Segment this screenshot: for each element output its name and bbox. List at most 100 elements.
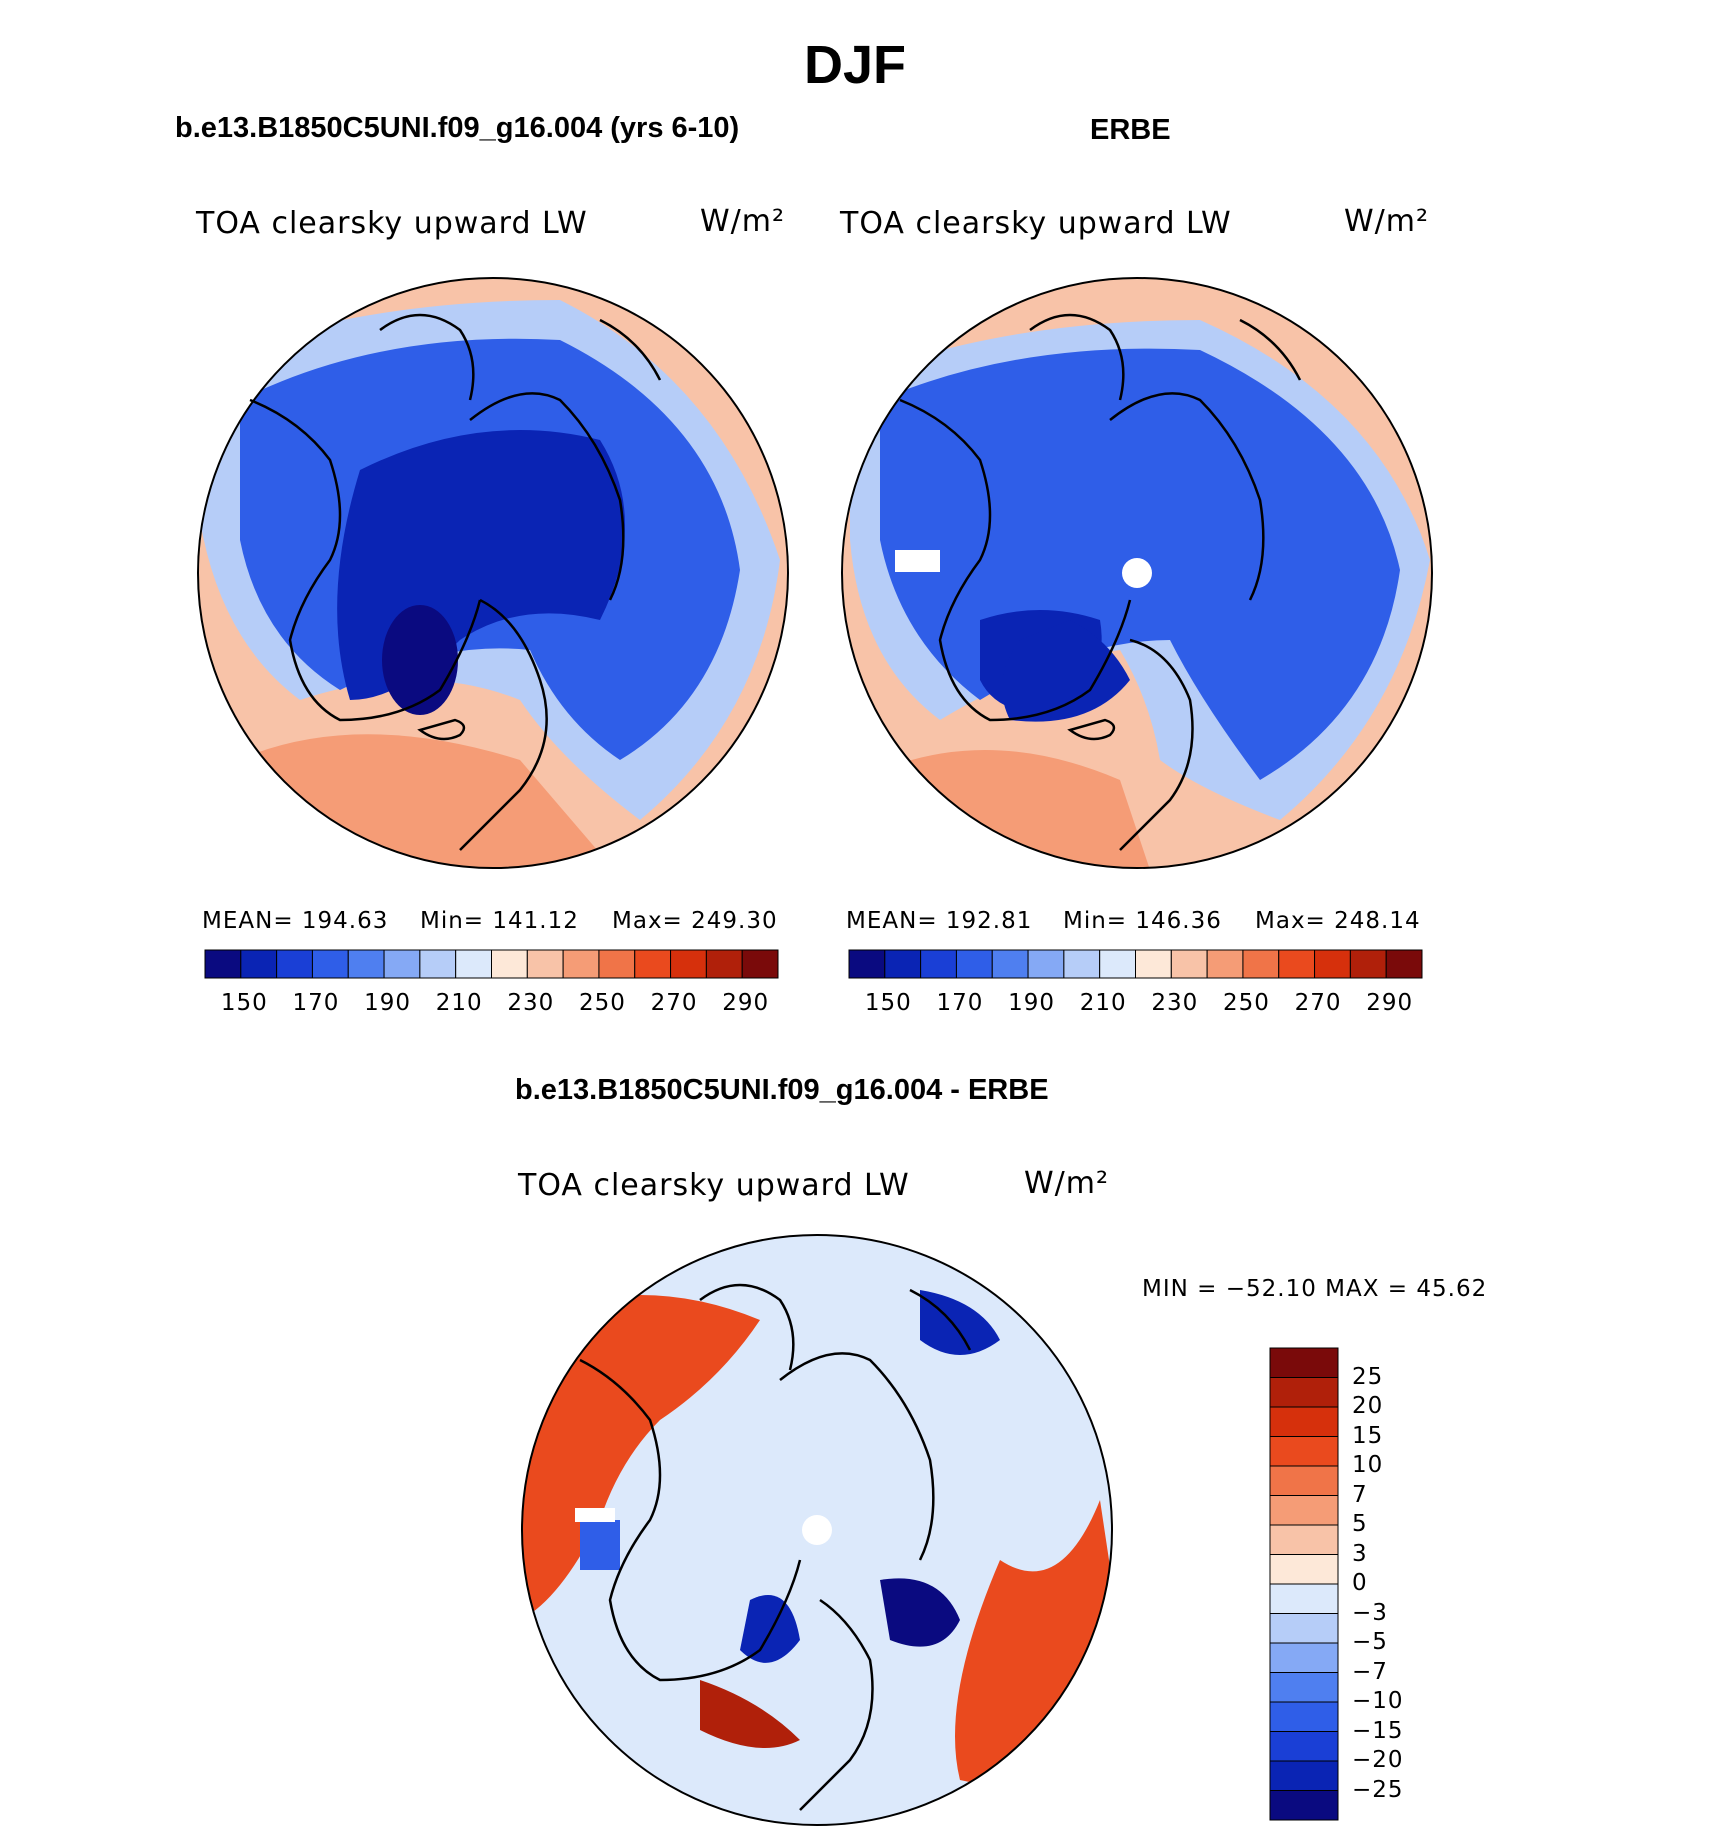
- colorbar2-swatch: [848, 949, 886, 979]
- colorbar2-tick-label: 230: [1151, 990, 1199, 1016]
- colorbar3-swatch: [1269, 1524, 1339, 1555]
- colorbar3-tick-label: 10: [1352, 1452, 1384, 1478]
- colorbar1-swatch: [240, 949, 278, 979]
- colorbar2-tick-label: 170: [936, 990, 984, 1016]
- panel2-mean: MEAN= 192.81: [846, 908, 1033, 934]
- colorbar1: [204, 949, 779, 979]
- panel1-variable: TOA clearsky upward LW: [196, 206, 588, 241]
- colorbar3-swatch: [1269, 1495, 1339, 1526]
- colorbar2-swatch: [1385, 949, 1423, 979]
- colorbar2-swatch: [1135, 949, 1172, 979]
- panel1-max: Max= 249.30: [612, 908, 778, 934]
- colorbar3-swatch: [1269, 1554, 1339, 1585]
- colorbar3-swatch: [1269, 1436, 1339, 1467]
- panel2-greenland-region: [1002, 620, 1130, 722]
- colorbar2-swatch: [920, 949, 957, 979]
- colorbar1-tick-label: 210: [435, 990, 483, 1016]
- colorbar3-tick-label: −25: [1352, 1776, 1404, 1803]
- colorbar2-swatch: [1099, 949, 1136, 979]
- colorbar1-swatch: [419, 949, 457, 979]
- panel1-units: W/m²: [700, 204, 786, 239]
- colorbar2-swatch: [1278, 949, 1316, 979]
- colorbar3-tick-label: −10: [1352, 1688, 1404, 1714]
- colorbar3-tick-label: 15: [1352, 1422, 1384, 1449]
- colorbar3-swatch: [1269, 1701, 1339, 1732]
- colorbar3-tick-label: 20: [1352, 1393, 1384, 1419]
- colorbar3-swatch: [1269, 1583, 1339, 1614]
- colorbar2-tick-label: 270: [1294, 990, 1342, 1016]
- colorbar1-tick-label: 290: [722, 990, 770, 1016]
- difference-pole-hole: [802, 1515, 832, 1545]
- colorbar2-swatch: [1314, 949, 1351, 979]
- figure-title: DJF: [803, 35, 906, 95]
- panel2-header: ERBE: [1090, 114, 1171, 146]
- panel2-units: W/m²: [1344, 204, 1430, 239]
- colorbar3-tick-label: 7: [1352, 1481, 1368, 1508]
- colorbar3-tick-label: −20: [1352, 1747, 1404, 1773]
- panel2-min: Min= 146.36: [1063, 908, 1222, 934]
- colorbar3-swatch: [1269, 1377, 1339, 1408]
- difference-cool-east: [880, 1578, 960, 1647]
- colorbar2-tick-label: 250: [1222, 990, 1270, 1016]
- colorbar1-swatch: [562, 949, 600, 979]
- colorbar3-swatch: [1269, 1790, 1339, 1821]
- colorbar1-swatch: [311, 949, 349, 979]
- colorbar3-swatch: [1269, 1642, 1339, 1673]
- panel2-pole-hole: [1122, 558, 1152, 588]
- panel1-min: Min= 141.12: [420, 908, 579, 934]
- colorbar2-swatch: [991, 949, 1029, 979]
- difference-minmax: MIN = −52.10 MAX = 45.62: [1142, 1276, 1488, 1302]
- difference-variable: TOA clearsky upward LW: [518, 1168, 910, 1203]
- colorbar1-swatch: [741, 949, 779, 979]
- panel2-missing-data-patch: [895, 550, 940, 572]
- colorbar1-tick-label: 150: [220, 990, 268, 1016]
- colorbar3-tick-label: −5: [1352, 1629, 1388, 1655]
- panel2-variable: TOA clearsky upward LW: [840, 206, 1232, 241]
- colorbar2-swatch: [1206, 949, 1244, 979]
- colorbar2-swatch: [1027, 949, 1065, 979]
- colorbar2-tick-label: 150: [864, 990, 912, 1016]
- colorbar3-tick-label: −7: [1352, 1658, 1388, 1685]
- colorbar1-swatch: [634, 949, 672, 979]
- difference-warm-south: [700, 1680, 800, 1748]
- colorbar2-tick-label: 190: [1008, 990, 1055, 1016]
- colorbar1-tick-label: 190: [364, 990, 411, 1016]
- colorbar2-tick-label: 290: [1366, 990, 1414, 1016]
- colorbar2-swatch: [1063, 949, 1101, 979]
- colorbar1-swatch: [383, 949, 421, 979]
- difference-cool-north: [920, 1290, 1000, 1355]
- colorbar3-tick-label: 0: [1352, 1570, 1368, 1596]
- panel2-coastlines: [899, 313, 1302, 851]
- difference-cool-patch: [580, 1520, 620, 1570]
- colorbar3-swatch: [1269, 1406, 1339, 1437]
- colorbar2-swatch: [955, 949, 993, 979]
- panel1-outline: [197, 277, 789, 869]
- colorbar1-swatch: [347, 949, 385, 979]
- colorbar2-swatch: [1349, 949, 1387, 979]
- panel1-coastlines: [249, 313, 662, 851]
- colorbar1-swatch: [204, 949, 242, 979]
- colorbar3-swatch: [1269, 1731, 1339, 1762]
- colorbar3-swatch: [1269, 1760, 1339, 1791]
- panel2-outline: [841, 277, 1433, 869]
- panel2-map: [842, 278, 1432, 868]
- colorbar1-swatch: [705, 949, 743, 979]
- difference-outline: [521, 1234, 1113, 1826]
- panel1-greenland-core: [382, 605, 458, 715]
- colorbar1-swatch: [276, 949, 313, 979]
- difference-cool-center: [740, 1595, 800, 1663]
- panel1-header: b.e13.B1850C5UNI.f09_g16.004 (yrs 6-10): [175, 112, 740, 144]
- colorbar1-swatch: [670, 949, 707, 979]
- colorbar3-swatch: [1269, 1347, 1339, 1378]
- colorbar2-swatch: [1170, 949, 1208, 979]
- colorbar2-swatch: [1242, 949, 1280, 979]
- colorbar1-swatch: [598, 949, 636, 979]
- colorbar1-tick-label: 250: [578, 990, 626, 1016]
- colorbar2-swatch: [884, 949, 922, 979]
- colorbar1-tick-label: 170: [292, 990, 340, 1016]
- colorbar3-tick-label: −3: [1352, 1599, 1388, 1626]
- colorbar3-swatch: [1269, 1672, 1339, 1703]
- colorbar3-tick-label: 25: [1352, 1363, 1384, 1390]
- colorbar3-swatch: [1269, 1613, 1339, 1644]
- colorbar3-tick-label: −15: [1352, 1717, 1404, 1744]
